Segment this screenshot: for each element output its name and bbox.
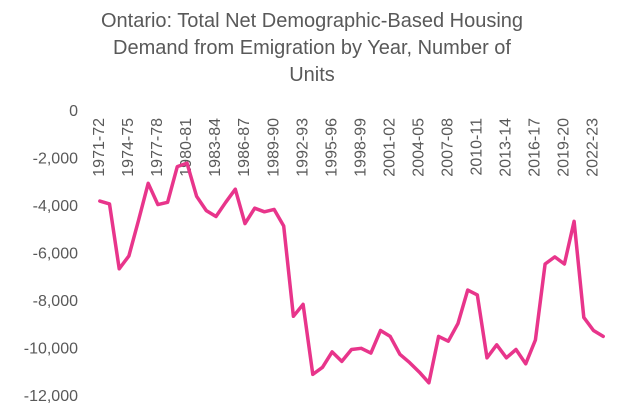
x-tick-label: 2004-05	[410, 118, 427, 177]
x-tick-label: 1998-99	[352, 118, 369, 177]
x-tick-label: 1986-87	[236, 118, 253, 177]
y-tick-label: -2,000	[33, 151, 78, 168]
x-tick-label: 1989-90	[265, 118, 282, 177]
x-tick-label: 1983-84	[207, 118, 224, 177]
y-tick-label: -8,000	[33, 293, 78, 310]
x-tick-label: 2007-08	[440, 118, 457, 177]
y-tick-label: -4,000	[33, 198, 78, 215]
y-tick-label: -6,000	[33, 246, 78, 263]
x-tick-label: 1971-72	[91, 118, 108, 177]
x-tick-label: 1995-96	[323, 118, 340, 177]
y-tick-label: -10,000	[24, 341, 78, 358]
x-tick-label: 2013-14	[498, 118, 515, 177]
x-tick-label: 2001-02	[381, 118, 398, 177]
x-tick-label: 1992-93	[294, 118, 311, 177]
chart-title: Ontario: Total Net Demographic-Based Hou…	[100, 10, 524, 86]
y-tick-label: -12,000	[24, 388, 78, 405]
data-line	[98, 161, 605, 385]
x-tick-label: 1974-75	[120, 118, 137, 177]
x-tick-label: 1980-81	[178, 118, 195, 177]
x-tick-label: 2019-20	[556, 118, 573, 177]
y-tick-label: 0	[69, 103, 78, 120]
x-tick-label: 2016-17	[527, 118, 544, 177]
x-tick-label: 1977-78	[149, 118, 166, 177]
x-tick-label: 2022-23	[585, 118, 602, 177]
x-tick-label: 2010-11	[469, 118, 486, 176]
